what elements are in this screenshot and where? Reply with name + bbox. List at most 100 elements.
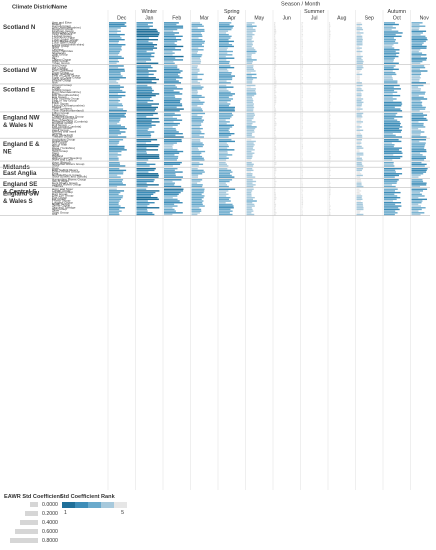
data-bar bbox=[219, 149, 235, 151]
data-bar bbox=[191, 173, 203, 175]
data-bar bbox=[301, 117, 303, 120]
data-bar bbox=[164, 176, 183, 178]
data-bar bbox=[329, 44, 330, 46]
data-bar bbox=[411, 122, 424, 125]
data-bar bbox=[329, 47, 331, 49]
data-bar bbox=[191, 59, 201, 61]
data-bar bbox=[191, 207, 200, 209]
data-bar bbox=[219, 101, 228, 104]
row-name-label: Trent bbox=[52, 151, 59, 155]
data-bar bbox=[384, 140, 402, 143]
data-bar bbox=[164, 140, 182, 143]
row-name-label: Derwent Group (Cumbria) bbox=[52, 119, 88, 123]
data-bar bbox=[411, 185, 421, 188]
data-bar bbox=[384, 66, 394, 69]
data-bar bbox=[329, 161, 331, 164]
data-bar bbox=[136, 80, 152, 82]
data-bar bbox=[411, 171, 427, 173]
data-bar bbox=[164, 203, 175, 206]
data-bar bbox=[411, 117, 427, 120]
data-bar bbox=[109, 193, 119, 195]
row-name-label: Orkneys bbox=[52, 47, 64, 51]
data-bar bbox=[136, 155, 160, 158]
row-name-label: Kent bbox=[52, 171, 59, 175]
data-bar bbox=[219, 108, 235, 110]
row-name-label: Conwy and Clwyd bbox=[52, 116, 77, 120]
data-bar bbox=[301, 99, 303, 102]
data-bar bbox=[384, 191, 401, 194]
data-bar bbox=[356, 188, 360, 190]
row-name-label: Lochy (Inverness-shire) bbox=[52, 42, 84, 46]
data-bar bbox=[191, 77, 198, 79]
data-bar bbox=[356, 112, 364, 115]
data-bar bbox=[109, 155, 118, 158]
data-bar bbox=[384, 49, 400, 51]
data-bar bbox=[219, 165, 229, 167]
data-bar bbox=[356, 72, 360, 74]
data-bar bbox=[246, 30, 256, 32]
data-bar bbox=[356, 40, 363, 43]
data-bar bbox=[164, 145, 173, 148]
data-bar bbox=[301, 54, 303, 56]
data-bar bbox=[384, 52, 400, 54]
data-bar bbox=[384, 152, 403, 154]
row-name-label: Blyth bbox=[52, 166, 59, 170]
data-bar bbox=[411, 198, 428, 201]
data-bar bbox=[191, 171, 205, 173]
data-bar bbox=[136, 169, 155, 172]
data-bar bbox=[384, 132, 393, 135]
row-name-label: Mersey and Irwell bbox=[52, 130, 77, 134]
data-bar bbox=[219, 70, 229, 72]
data-bar bbox=[274, 180, 277, 183]
data-bar bbox=[274, 99, 277, 102]
month-label: Aug bbox=[337, 16, 346, 22]
data-bar bbox=[356, 193, 361, 195]
data-bar bbox=[301, 75, 303, 77]
row-name-label: Welland bbox=[52, 154, 63, 158]
data-bar bbox=[191, 101, 205, 104]
data-bar bbox=[274, 119, 276, 121]
data-bar bbox=[329, 27, 331, 29]
row-name-label: Dart Group bbox=[52, 192, 68, 196]
data-bar bbox=[136, 127, 149, 130]
data-bar bbox=[164, 75, 180, 77]
data-bar bbox=[136, 37, 150, 39]
month-label: Sep bbox=[365, 16, 374, 22]
data-bar bbox=[246, 132, 253, 135]
data-bar bbox=[136, 110, 155, 112]
data-bar bbox=[384, 65, 396, 67]
data-bar bbox=[329, 185, 331, 188]
data-bar bbox=[384, 101, 402, 104]
data-bar bbox=[191, 134, 200, 137]
data-bar bbox=[164, 144, 174, 146]
data-bar bbox=[329, 132, 330, 135]
data-bar bbox=[136, 35, 159, 38]
data-bar bbox=[411, 126, 426, 128]
row-name-label: Douglas Group bbox=[52, 121, 73, 125]
row-name-label: Esk Group bbox=[52, 95, 67, 99]
data-bar bbox=[164, 52, 175, 54]
data-bar bbox=[329, 42, 330, 44]
row-name-label: Norfolk Rivers Group bbox=[52, 173, 81, 177]
data-bar bbox=[274, 75, 276, 77]
data-bar bbox=[274, 150, 276, 153]
data-bar bbox=[136, 49, 154, 51]
row-name-label: Leven (Dunbartonshire) bbox=[52, 103, 85, 107]
data-bar bbox=[301, 70, 303, 72]
data-bar bbox=[411, 212, 425, 214]
data-bar bbox=[329, 68, 331, 71]
data-bar bbox=[329, 96, 331, 98]
data-bar bbox=[274, 122, 277, 125]
row-name-label: Forth of Clyde Group bbox=[52, 75, 81, 79]
data-bar bbox=[246, 55, 252, 58]
data-bar bbox=[246, 101, 253, 104]
data-bar bbox=[164, 210, 176, 212]
data-bar bbox=[274, 37, 276, 39]
data-bar bbox=[246, 42, 253, 44]
data-bar bbox=[384, 144, 395, 146]
data-bar bbox=[411, 163, 427, 166]
data-bar bbox=[274, 94, 277, 97]
data-bar bbox=[329, 207, 330, 209]
data-bar bbox=[356, 207, 364, 209]
